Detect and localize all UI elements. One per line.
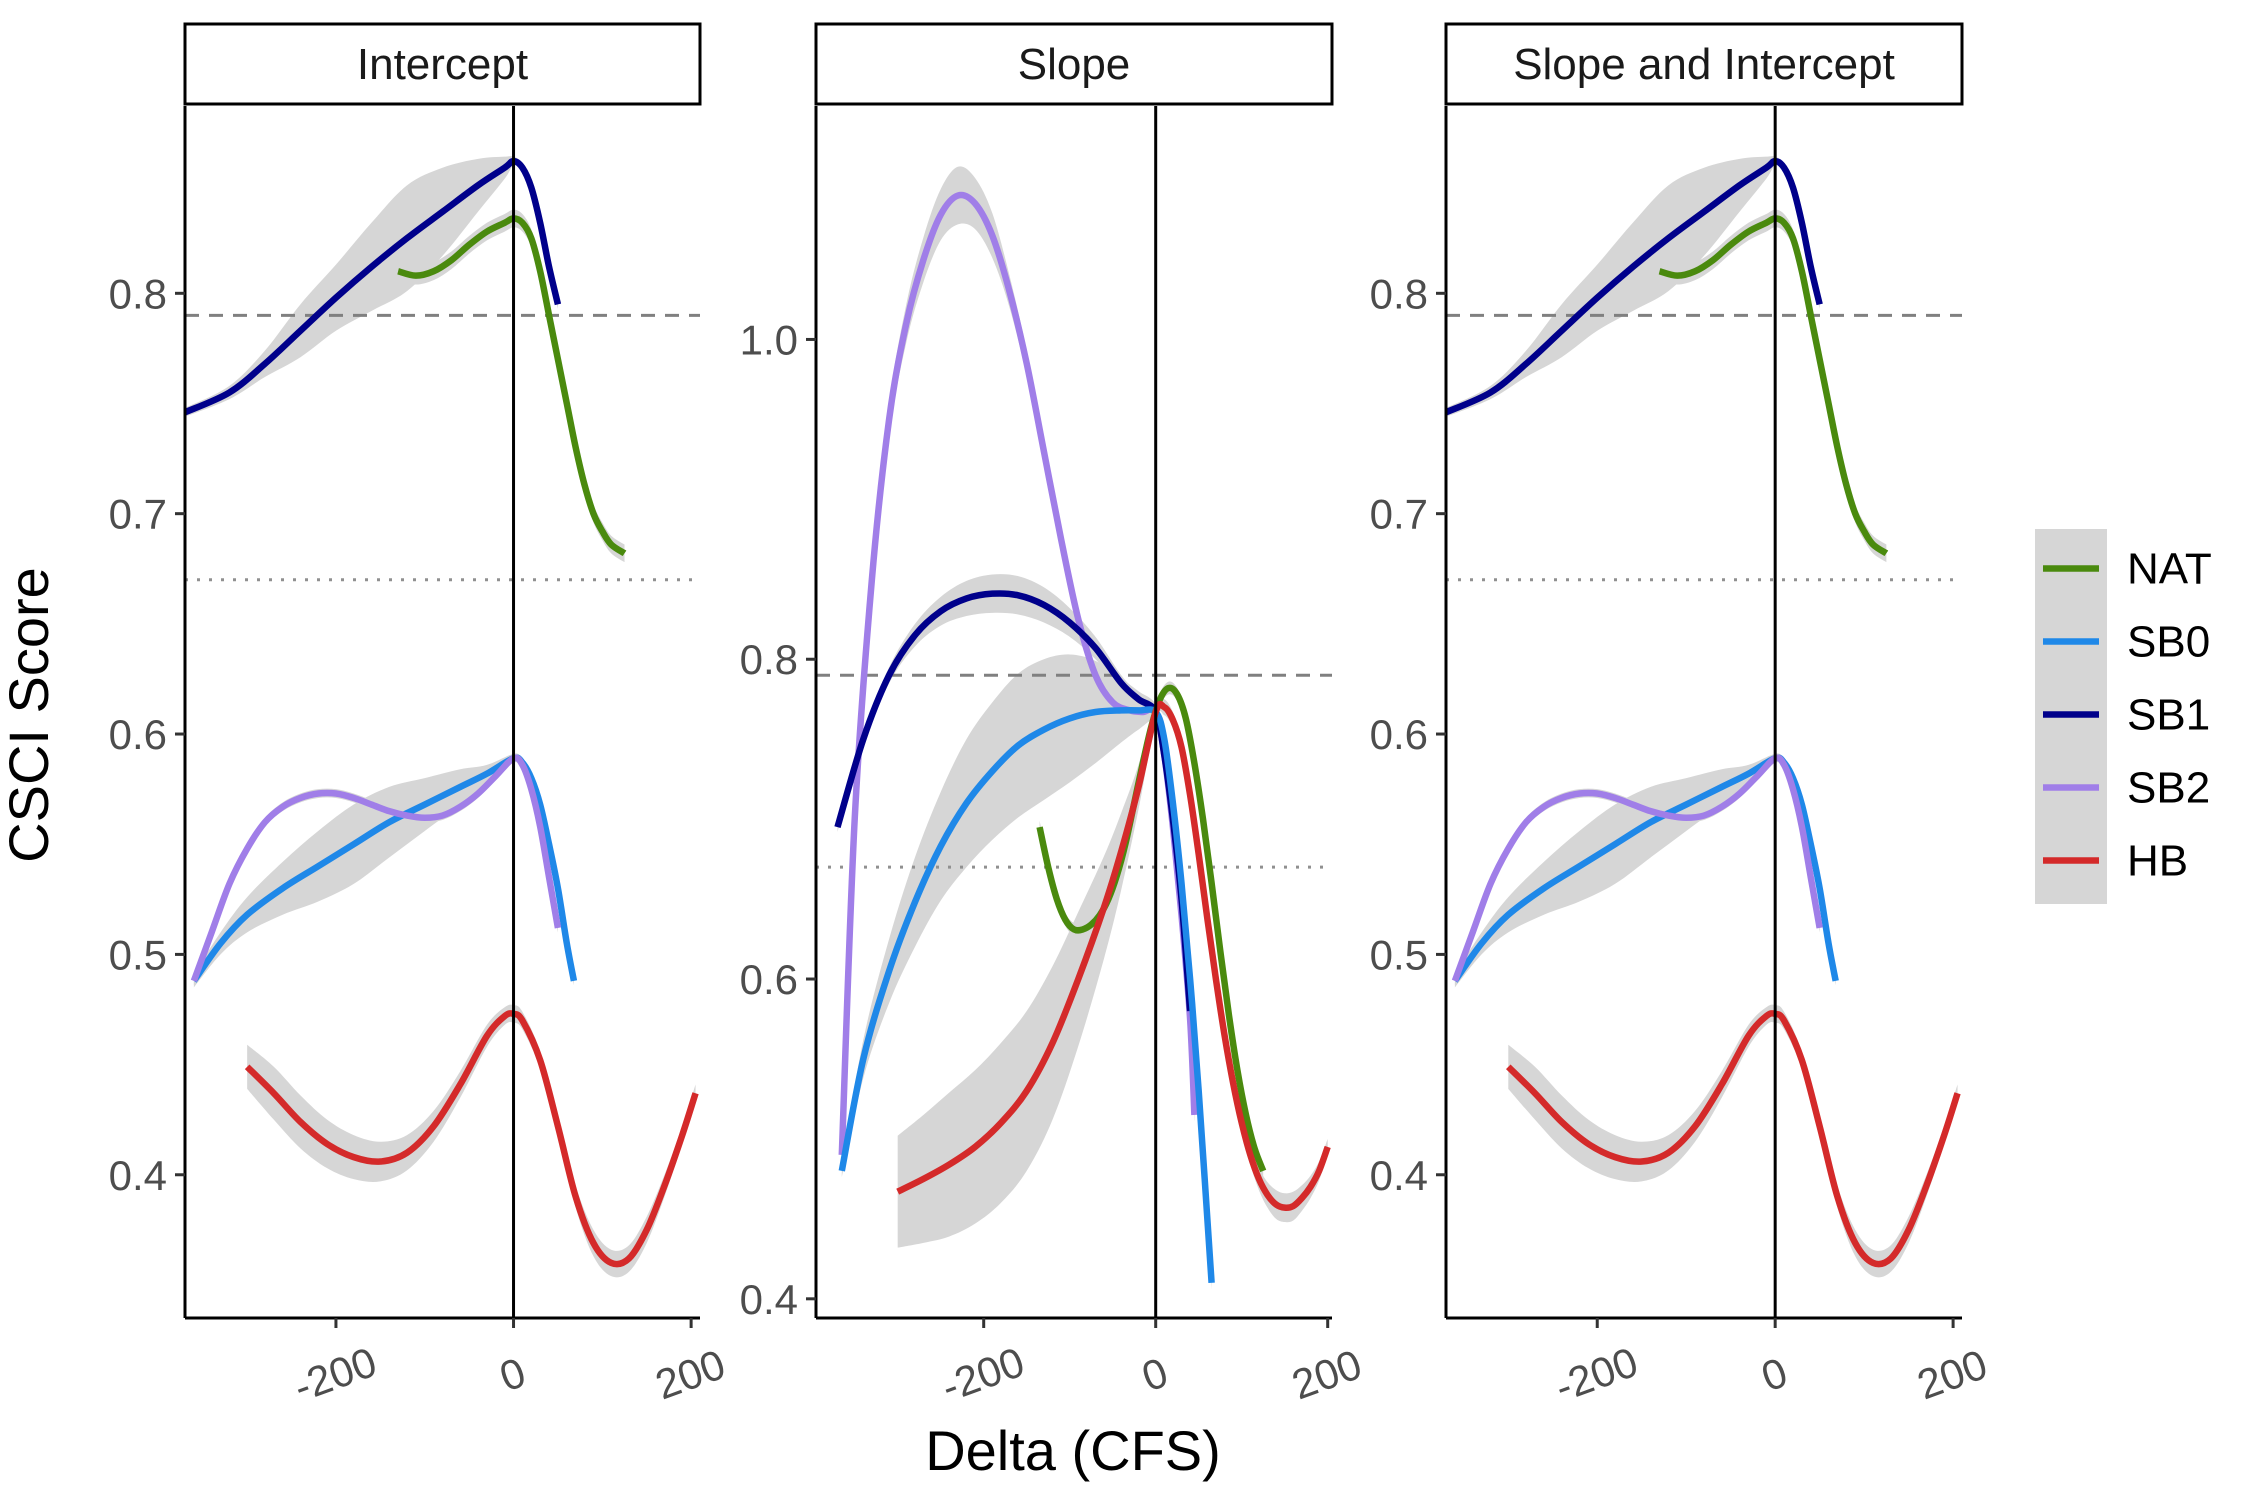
x-tick-label-slope: 200 [1286,1340,1368,1408]
y-tick-label-intercept: 0.4 [109,1152,167,1199]
strip-label-slope-and-intercept: Slope and Intercept [1513,40,1895,89]
series-line-sb1-slope-and-intercept [1444,157,1823,416]
panel-intercept: Intercept 0.4 0.5 0.6 0.7 0.8 -200 0 200 [109,22,731,1411]
y-tick-label-slope: 1.0 [740,316,798,363]
legend-label-nat: NAT [2127,545,2212,594]
x-axis-title: Delta (CFS) [925,1419,1221,1482]
y-tick-label-intercept: 0.7 [109,491,167,538]
y-tick-label-slope-and-intercept: 0.4 [1370,1152,1428,1199]
panel-slope-and-intercept: Slope and Intercept 0.4 0.5 0.6 0.7 0.8 -200 0 2… [1370,22,1993,1411]
y-tick-label-slope-and-intercept: 0.7 [1370,491,1428,538]
panels: Intercept 0.4 0.5 0.6 0.7 0.8 -200 0 200 Slope 0.4… [109,22,1993,1411]
y-tick-label-intercept: 0.6 [109,711,167,758]
series-line-sb2-slope-and-intercept [1451,754,1823,982]
series-line-hb-slope [896,700,1331,1212]
legend-label-sb0: SB0 [2127,618,2210,667]
strip-label-intercept: Intercept [357,40,528,89]
x-tick-label-slope-and-intercept: 200 [1911,1340,1993,1408]
ribbon-hb-intercept [247,1004,696,1278]
legend-label-hb: HB [2127,837,2188,886]
y-tick-label-intercept: 0.8 [109,270,167,317]
legend-label-sb2: SB2 [2127,764,2210,813]
x-tick-label-intercept: -200 [287,1338,382,1411]
y-axis-title: CSCI Score [0,567,60,863]
legend-item-hb: HB [2043,837,2188,886]
y-tick-label-slope: 0.4 [740,1276,798,1323]
strip-slope-and-intercept [1444,22,1964,106]
ribbon-sb0-slope-and-intercept [1454,753,1836,988]
y-tick-label-slope: 0.6 [740,956,798,1003]
legend: NAT SB0 SB1 SB2 HB [2035,529,2212,904]
series-line-sb0-intercept [191,754,578,983]
strip-slope [814,22,1334,106]
x-tick-label-slope: -200 [935,1338,1030,1411]
y-tick-label-slope: 0.8 [740,636,798,683]
x-tick-label-intercept: 0 [494,1348,532,1400]
legend-item-nat: NAT [2043,545,2212,594]
y-tick-label-slope-and-intercept: 0.8 [1370,270,1428,317]
series-line-nat-slope-and-intercept [1658,215,1889,557]
legend-label-sb1: SB1 [2127,691,2210,740]
x-tick-label-intercept: 200 [649,1340,731,1408]
ribbon-sb0-intercept [193,753,574,988]
y-tick-label-intercept: 0.5 [109,931,167,978]
x-tick-label-slope-and-intercept: 0 [1755,1348,1793,1400]
ribbon-sb1-slope-and-intercept [1446,156,1820,417]
series-line-sb1-intercept [183,157,562,416]
series-line-sb0-slope-and-intercept [1452,754,1839,983]
legend-item-sb1: SB1 [2043,691,2210,740]
series-line-sb0-slope [838,706,1215,1284]
ribbon-sb0-slope [841,654,1212,1290]
ribbon-hb-slope [897,697,1328,1248]
ribbon-sb1-intercept [185,156,558,417]
y-tick-label-slope-and-intercept: 0.5 [1370,931,1428,978]
series-line-nat-intercept [397,215,627,557]
strip-label-slope: Slope [1018,40,1131,89]
strip-intercept [183,22,702,106]
series-line-sb2-intercept [190,754,562,982]
x-tick-label-slope-and-intercept: -200 [1549,1338,1644,1411]
ribbon-sb2-slope-and-intercept [1454,753,1820,986]
y-tick-label-slope-and-intercept: 0.6 [1370,711,1428,758]
ribbon-hb-slope-and-intercept [1508,1004,1958,1278]
legend-item-sb0: SB0 [2043,618,2210,667]
x-tick-label-slope: 0 [1136,1348,1174,1400]
panel-slope: Slope 0.4 0.6 0.8 1.0 -200 0 200 [740,22,1368,1411]
legend-item-sb2: SB2 [2043,764,2210,813]
ribbon-sb2-intercept [193,753,558,986]
